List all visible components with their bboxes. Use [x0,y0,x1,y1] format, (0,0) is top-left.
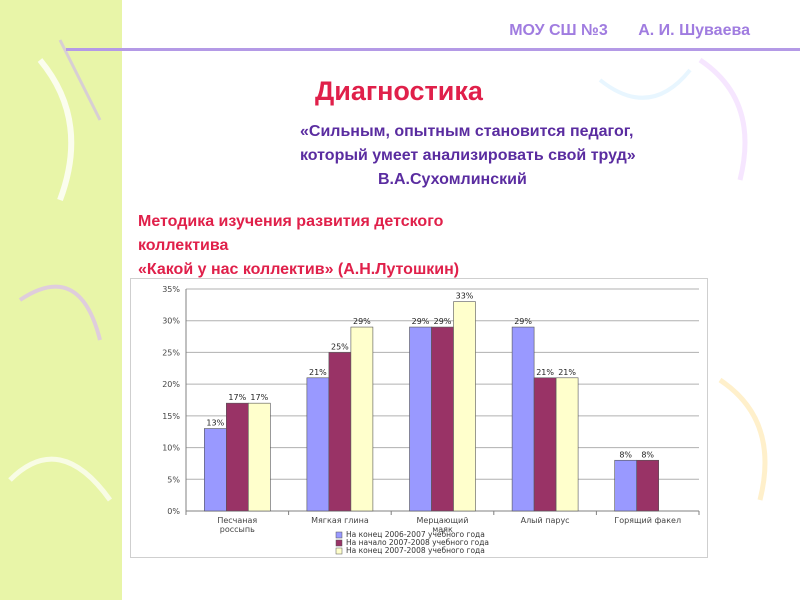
data-label: 21% [309,368,327,377]
legend-swatch [335,539,343,547]
y-tick-label: 10% [162,444,180,453]
method-line-3: «Какой у нас коллектив» (А.Н.Лутошкин) [138,261,460,278]
school-name: МОУ СШ №3 [509,22,608,39]
legend-label: На конец 2006-2007 учебного года [346,530,485,539]
bar [248,402,271,512]
data-label: 21% [536,368,554,377]
header-divider [66,48,800,51]
y-tick-label: 35% [162,285,180,294]
method-description: Методика изучения развития детского колл… [138,210,558,282]
bar [511,326,535,512]
x-tick-label: Песчаная [217,516,257,525]
data-label: 33% [456,292,474,301]
legend-label: На конец 2007-2008 учебного года [346,546,485,555]
method-line-1: Методика изучения развития детского [138,213,444,230]
x-tick-label: Горящий факел [614,516,681,525]
x-tick-label: Мягкая глина [311,516,369,525]
y-tick-label: 20% [162,380,180,389]
legend-swatch [335,531,343,539]
header: МОУ СШ №3 А. И. Шуваева [509,22,750,40]
bar [226,402,249,512]
data-label: 25% [331,342,349,351]
data-label: 29% [353,317,371,326]
bar [453,301,476,512]
x-tick-label: россыпь [220,525,255,534]
data-label: 8% [619,450,632,459]
legend-label: На начало 2007-2008 учебного года [346,538,489,547]
data-label: 21% [558,368,576,377]
method-line-2: коллектива [138,237,229,254]
bar-chart: 0% 5% 10% 15% 20% 25% 30% 35% 13% 17% 17% Песчанаяр… [162,285,700,555]
bar [306,377,330,512]
quote-line-1: «Сильным, опытным становится педагог, [300,123,634,140]
y-tick-label: 15% [162,412,180,421]
y-tick-label: 0% [167,507,180,516]
bar [533,377,557,512]
bar [555,377,579,512]
chart-container: 0% 5% 10% 15% 20% 25% 30% 35% 13% 17% 17% Песчаная р… [130,278,708,558]
author-name: А. И. Шуваева [638,22,750,39]
data-label: 17% [228,393,246,402]
data-label: 29% [514,317,532,326]
data-label: 17% [250,393,268,402]
bar [636,459,660,512]
x-tick-label: Алый парус [521,516,570,525]
bar [350,326,374,512]
bar [409,326,432,512]
y-tick-label: 5% [167,475,180,484]
quote-block: «Сильным, опытным становится педагог, ко… [300,120,636,192]
bar [431,326,454,512]
legend-swatch [335,547,343,555]
bar [614,459,638,512]
page-title: Диагностика [315,76,483,106]
quote-line-2: который умеет анализировать свой труд» [300,147,636,164]
y-tick-label: 25% [162,348,180,357]
y-tick-label: 30% [162,317,180,326]
quote-attribution: В.А.Сухомлинский [378,171,527,188]
x-tick-label: Мерцающий [417,516,469,525]
bar [328,352,352,512]
data-label: 29% [412,317,430,326]
data-label: 29% [434,317,452,326]
bar [204,428,227,512]
data-label: 8% [641,450,654,459]
x-tick-label: маяк [432,525,453,534]
data-label: 13% [206,419,224,428]
